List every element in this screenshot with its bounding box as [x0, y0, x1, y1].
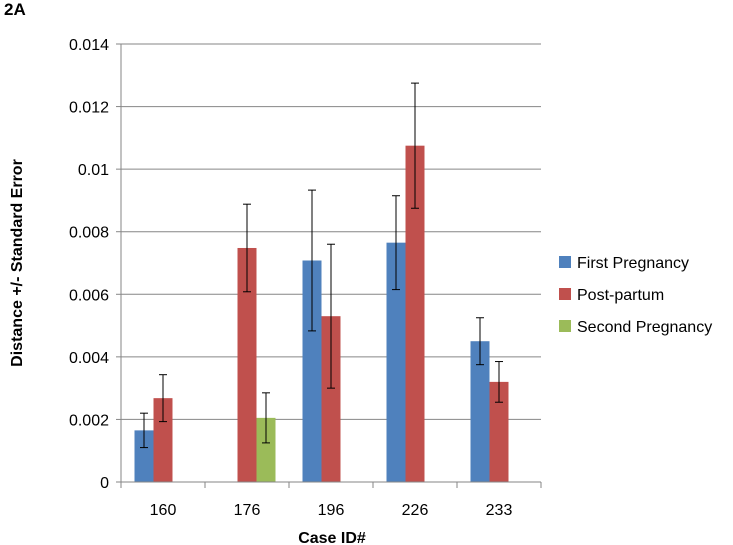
y-tick-label: 0.008	[69, 225, 109, 242]
x-tick-labels: 160 176 196 226 233	[150, 502, 513, 519]
legend-swatch	[559, 288, 571, 300]
y-tick-label: 0.01	[78, 162, 109, 179]
bar	[405, 145, 425, 482]
bar	[321, 316, 341, 482]
x-tick-label: 160	[150, 502, 177, 519]
legend-label: Post-partum	[577, 287, 664, 304]
panel-label: 2A	[4, 0, 26, 19]
y-tick-label: 0.004	[69, 350, 109, 367]
bar	[134, 430, 154, 482]
bar	[302, 260, 322, 482]
x-tick-label: 196	[318, 502, 345, 519]
y-tick-label: 0.002	[69, 412, 109, 429]
bar	[489, 381, 509, 482]
legend: First Pregnancy Post-partum Second Pregnan…	[559, 255, 712, 336]
y-tick-label: 0	[100, 475, 109, 492]
y-tick-label: 0.012	[69, 100, 109, 117]
bar	[470, 341, 490, 482]
x-tick-label: 233	[486, 502, 513, 519]
bar	[386, 242, 406, 482]
x-axis-title: Case ID#	[298, 530, 366, 545]
y-tick-label: 0.014	[69, 37, 109, 54]
y-axis-title: Distance +/- Standard Error	[9, 159, 26, 367]
legend-swatch	[559, 256, 571, 268]
legend-label: Second Pregnancy	[577, 319, 712, 336]
y-tick-labels: 0 0.002 0.004 0.006 0.008 0.01 0.012 0.014	[69, 37, 109, 492]
y-tick-label: 0.006	[69, 287, 109, 304]
bars	[134, 145, 509, 482]
legend-swatch	[559, 320, 571, 332]
bar	[237, 247, 257, 482]
legend-label: First Pregnancy	[577, 255, 689, 272]
error-bars	[140, 82, 503, 449]
x-tick-label: 176	[234, 502, 261, 519]
x-tick-label: 226	[402, 502, 429, 519]
bar	[153, 398, 173, 482]
bar	[256, 417, 276, 482]
axes	[116, 43, 542, 488]
